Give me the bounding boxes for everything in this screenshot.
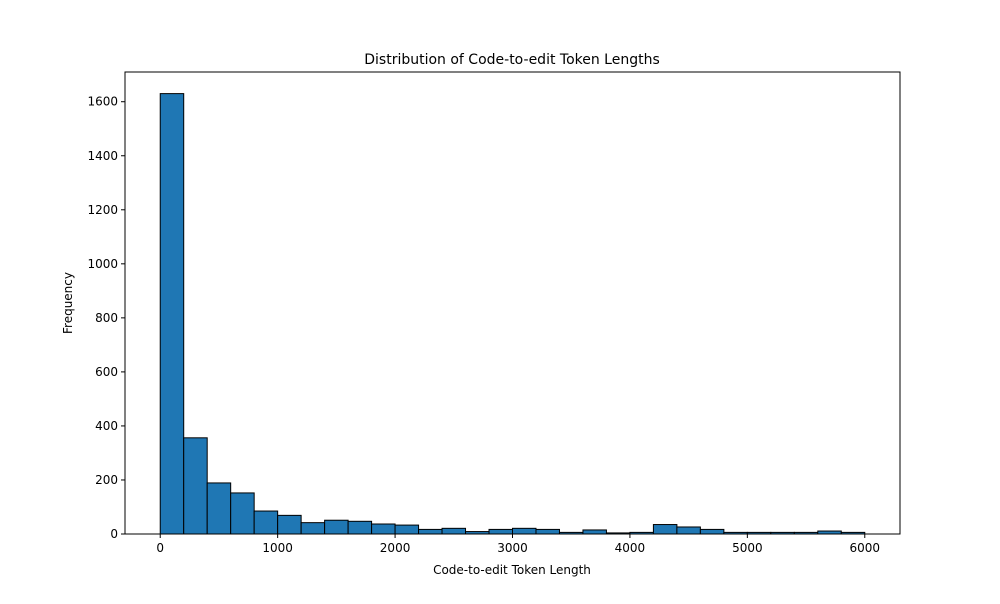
histogram-bar <box>535 528 560 535</box>
histogram-bar <box>699 528 725 535</box>
x-tick-label: 0 <box>156 541 164 555</box>
histogram-bar <box>324 519 349 535</box>
histogram-bar <box>253 510 279 535</box>
y-tick-label: 1200 <box>87 203 118 217</box>
y-tick-label: 1000 <box>87 257 118 271</box>
histogram-bar <box>183 437 208 535</box>
y-tick-label: 800 <box>95 311 118 325</box>
histogram-bar <box>206 482 232 535</box>
x-tick-label: 6000 <box>849 541 880 555</box>
histogram-bar <box>277 514 302 535</box>
histogram-bar <box>347 520 373 535</box>
histogram-bar <box>441 527 467 535</box>
histogram-bar <box>371 523 396 535</box>
y-tick-label: 600 <box>95 365 118 379</box>
x-tick-label: 4000 <box>615 541 646 555</box>
histogram-bar <box>418 528 443 535</box>
histogram-bar <box>652 524 678 535</box>
y-axis-label: Frequency <box>61 272 75 334</box>
histogram-bar <box>394 524 420 535</box>
histogram-bar <box>676 526 701 535</box>
x-tick-label: 2000 <box>380 541 411 555</box>
x-axis-label: Code-to-edit Token Length <box>433 563 591 577</box>
histogram-bar <box>230 492 255 535</box>
y-tick-label: 1600 <box>87 95 118 109</box>
y-tick-label: 200 <box>95 473 118 487</box>
y-tick-label: 0 <box>110 527 118 541</box>
x-tick-label: 1000 <box>262 541 293 555</box>
y-tick-label: 400 <box>95 419 118 433</box>
x-tick-label: 5000 <box>732 541 763 555</box>
chart-title: Distribution of Code-to-edit Token Lengt… <box>364 52 660 68</box>
y-tick-label: 1400 <box>87 149 118 163</box>
histogram-bar <box>300 522 326 535</box>
histogram-bar <box>159 93 185 535</box>
x-tick-label: 3000 <box>497 541 528 555</box>
histogram-bar <box>582 529 607 535</box>
plot-frame <box>124 71 901 535</box>
histogram-bar <box>512 527 537 535</box>
histogram-bar <box>488 528 513 535</box>
